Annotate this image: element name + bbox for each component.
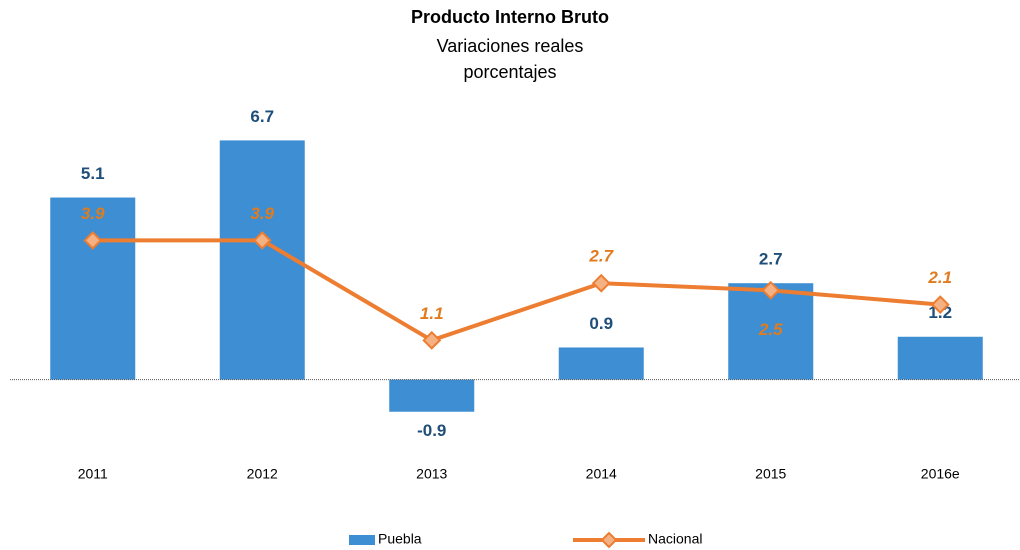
legend-label: Nacional bbox=[648, 531, 702, 547]
bar bbox=[558, 347, 644, 380]
bar-value-label: 2.7 bbox=[759, 250, 783, 269]
line-value-label: 2.7 bbox=[588, 247, 614, 266]
x-tick-label: 2016e bbox=[921, 466, 960, 482]
x-tick-label: 2015 bbox=[755, 466, 786, 482]
x-tick-label: 2014 bbox=[586, 466, 617, 482]
x-tick-label: 2013 bbox=[416, 466, 447, 482]
x-tick-label: 2011 bbox=[78, 466, 108, 482]
line bbox=[92, 238, 941, 343]
bar-value-label: 6.7 bbox=[250, 107, 274, 126]
legend-marker bbox=[600, 531, 618, 549]
bar bbox=[50, 197, 136, 380]
line-value-label: 3.9 bbox=[250, 204, 274, 223]
legend-swatch bbox=[349, 535, 375, 545]
bar bbox=[897, 336, 983, 380]
bar-value-label: -0.9 bbox=[417, 421, 446, 440]
bar-value-label: 5.1 bbox=[81, 164, 105, 183]
legend-label: Puebla bbox=[378, 531, 422, 547]
bar-value-label: 0.9 bbox=[589, 314, 613, 333]
line-marker bbox=[591, 273, 611, 293]
line-marker bbox=[422, 330, 442, 350]
x-tick-label: 2012 bbox=[247, 466, 278, 482]
line-marker bbox=[252, 230, 272, 250]
bar bbox=[389, 379, 475, 412]
line-marker bbox=[83, 230, 103, 250]
bar bbox=[219, 140, 305, 380]
line-marker bbox=[761, 280, 781, 300]
line-value-label: 2.5 bbox=[758, 320, 783, 339]
chart-title: Producto Interno Bruto bbox=[411, 7, 609, 27]
chart-subtitle: porcentajes bbox=[463, 62, 556, 82]
line-value-label: 3.9 bbox=[81, 204, 105, 223]
line-marker bbox=[930, 295, 950, 315]
chart-subtitle: Variaciones reales bbox=[437, 36, 584, 56]
line-value-label: 2.1 bbox=[927, 268, 952, 287]
line-value-label: 1.1 bbox=[420, 304, 444, 323]
